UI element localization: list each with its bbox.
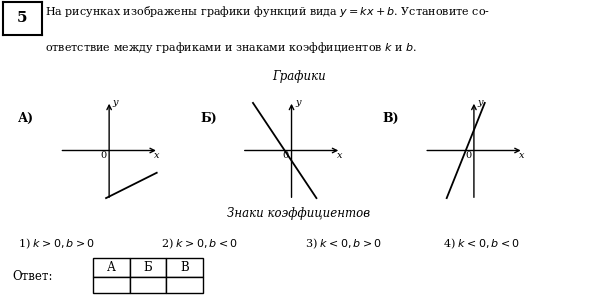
Bar (93, 258, 130, 277)
Text: Б): Б) (200, 112, 217, 125)
Text: y: y (477, 98, 483, 107)
Text: y: y (295, 98, 301, 107)
Text: А): А) (18, 112, 34, 125)
Bar (93, 277, 130, 293)
Text: В: В (181, 261, 189, 274)
Text: x: x (154, 151, 160, 160)
Text: x: x (337, 151, 342, 160)
Text: x: x (519, 151, 524, 160)
Text: На рисунках изображены графики функций вида $y = kx + b$. Установите со-: На рисунках изображены графики функций в… (45, 5, 490, 20)
Text: 0: 0 (100, 151, 106, 160)
Bar (166, 277, 203, 293)
Text: 5: 5 (17, 11, 28, 25)
Text: В): В) (383, 112, 399, 125)
Text: ответствие между графиками и знаками коэффициентов $k$ и $b$.: ответствие между графиками и знаками коэ… (45, 40, 417, 55)
Text: Б: Б (144, 261, 152, 274)
Text: 4) $k < 0, b < 0$: 4) $k < 0, b < 0$ (443, 237, 520, 251)
Bar (130, 277, 166, 293)
Text: 1) $k > 0, b > 0$: 1) $k > 0, b > 0$ (18, 237, 95, 251)
Bar (166, 258, 203, 277)
Text: 2) $k > 0, b < 0$: 2) $k > 0, b < 0$ (161, 237, 239, 251)
Text: 3) $k < 0, b > 0$: 3) $k < 0, b > 0$ (305, 237, 382, 251)
Text: А: А (106, 261, 115, 274)
Text: Графики: Графики (272, 70, 326, 83)
Bar (130, 258, 166, 277)
Text: 0: 0 (283, 151, 289, 160)
Text: Ответ:: Ответ: (12, 271, 53, 284)
Text: Знаки коэффициентов: Знаки коэффициентов (227, 207, 371, 220)
Text: 0: 0 (465, 151, 471, 160)
Text: y: y (112, 98, 118, 107)
